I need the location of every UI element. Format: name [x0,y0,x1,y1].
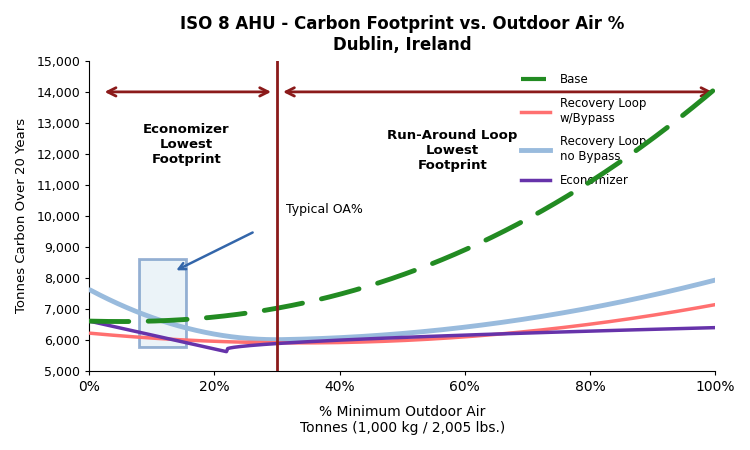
Economizer [697,325,706,331]
Title: ISO 8 AHU - Carbon Footprint vs. Outdoor Air %
Dublin, Ireland: ISO 8 AHU - Carbon Footprint vs. Outdoor… [180,15,625,54]
Recovery Loop
w/Bypass [599,320,608,325]
Economizer [222,349,231,354]
Base [697,98,706,103]
Recovery Loop
no Bypass [459,324,468,330]
Line: Economizer: Economizer [90,321,716,351]
Base [459,248,468,253]
Base [86,319,94,324]
Line: Recovery Loop
w/Bypass: Recovery Loop w/Bypass [90,305,716,343]
Recovery Loop
no Bypass [384,332,393,338]
Economizer [388,335,397,341]
Recovery Loop
w/Bypass [388,338,397,344]
Recovery Loop
no Bypass [599,302,608,308]
Text: Typical OA%: Typical OA% [286,203,363,216]
Base [117,319,126,324]
Base [711,86,720,91]
Recovery Loop
w/Bypass [86,330,94,336]
Base [599,170,608,176]
Recovery Loop
no Bypass [697,281,706,286]
Y-axis label: Tonnes Carbon Over 20 Years: Tonnes Carbon Over 20 Years [15,118,28,313]
Economizer [425,334,434,339]
Recovery Loop
no Bypass [388,332,397,337]
Recovery Loop
w/Bypass [295,340,304,346]
Recovery Loop
w/Bypass [711,302,720,307]
Recovery Loop
no Bypass [86,287,94,292]
Recovery Loop
w/Bypass [384,338,393,344]
Base [425,262,434,267]
Economizer [459,333,468,338]
Recovery Loop
w/Bypass [697,304,706,310]
Economizer [599,328,608,333]
Text: Economizer
Lowest
Footprint: Economizer Lowest Footprint [143,123,230,166]
X-axis label: % Minimum Outdoor Air
Tonnes (1,000 kg / 2,005 lbs.): % Minimum Outdoor Air Tonnes (1,000 kg /… [299,405,505,435]
Economizer [86,319,94,324]
Recovery Loop
w/Bypass [459,334,468,340]
Economizer [711,325,720,330]
Base [388,276,397,281]
Line: Base: Base [90,89,716,322]
Line: Recovery Loop
no Bypass: Recovery Loop no Bypass [90,280,716,340]
Recovery Loop
w/Bypass [425,337,434,342]
Base [384,277,393,283]
Recovery Loop
no Bypass [272,337,281,342]
Economizer [384,335,393,341]
Legend: Base, Recovery Loop
w/Bypass, Recovery Loop
no Bypass, Economizer: Base, Recovery Loop w/Bypass, Recovery L… [520,73,646,187]
Recovery Loop
no Bypass [425,328,434,334]
Text: Run-Around Loop
Lowest
Footprint: Run-Around Loop Lowest Footprint [387,129,518,172]
Recovery Loop
no Bypass [711,277,720,283]
Bar [140,259,186,347]
